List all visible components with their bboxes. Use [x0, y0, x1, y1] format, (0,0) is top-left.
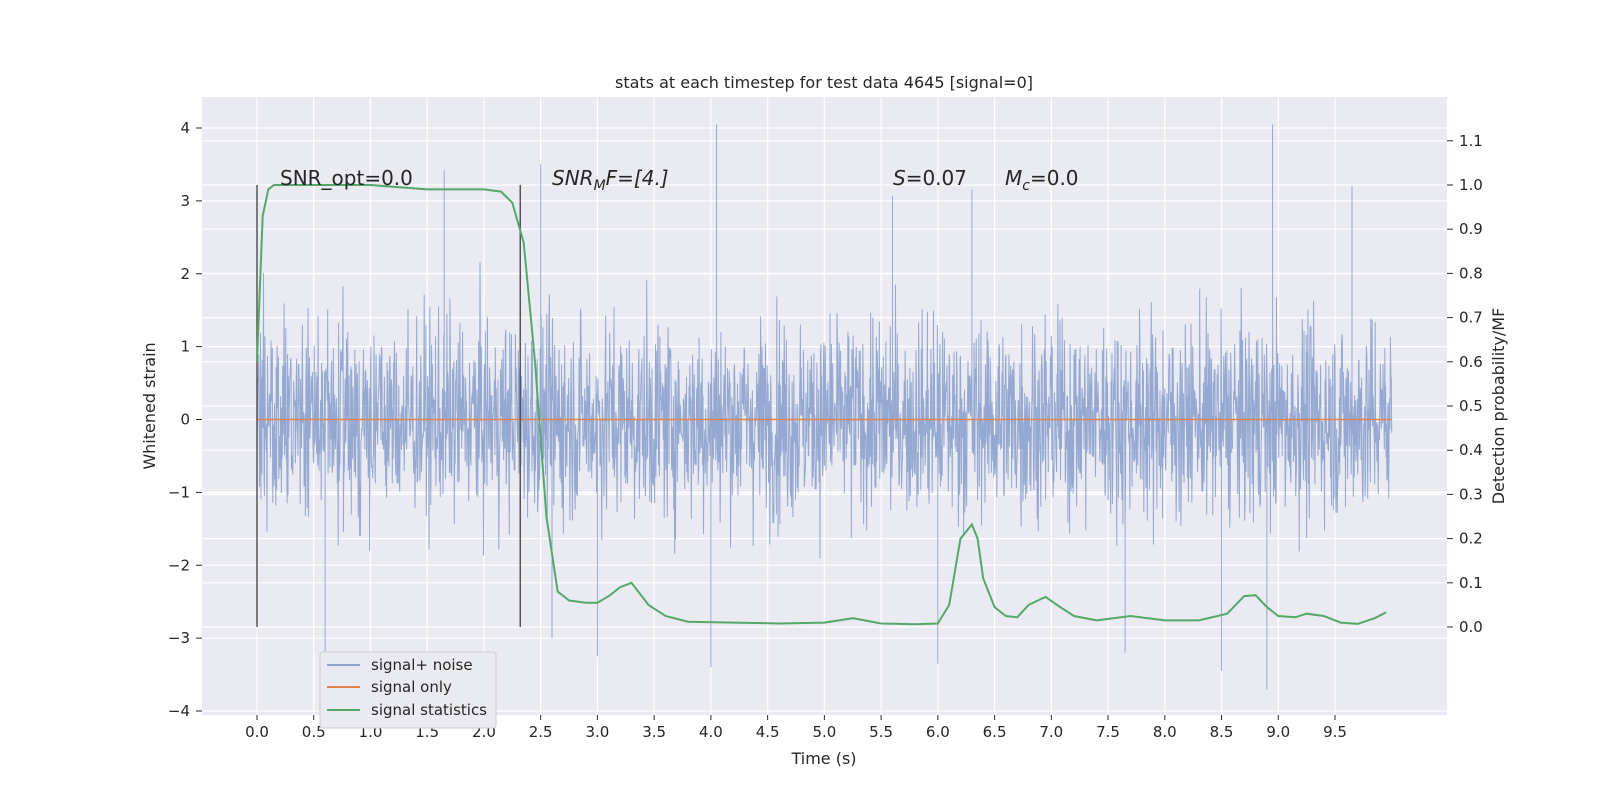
annotation-mc: Mc=0.0	[1005, 166, 1079, 194]
x-tick-label: 8.5	[1210, 723, 1234, 741]
legend: signal+ noise signal only signal statist…	[319, 651, 497, 729]
y-left-tick-label: −4	[168, 702, 190, 720]
y-left-tick-label: −1	[168, 483, 190, 501]
x-tick-label: 9.0	[1266, 723, 1290, 741]
y-left-tick-label: −2	[168, 556, 190, 574]
annotation-snr-mf: SNRMF=[4.]	[552, 166, 669, 194]
annotation-snr-opt: SNR_opt=0.0	[280, 166, 413, 190]
y-right-tick-label: 1.0	[1459, 176, 1483, 194]
y-right-tick-label: 0.4	[1459, 441, 1483, 459]
y-right-tick-label: 0.1	[1459, 574, 1483, 592]
y-right-tick-label: 0.5	[1459, 397, 1483, 415]
y-right-tick-label: 0.3	[1459, 485, 1483, 503]
y-right-tick-label: 0.8	[1459, 264, 1483, 282]
x-tick-label: 5.0	[812, 723, 836, 741]
y-right-tick-label: 0.2	[1459, 530, 1483, 548]
y-right-tick-label: 0.7	[1459, 309, 1483, 327]
x-axis-label: Time (s)	[790, 749, 856, 768]
y-right-tick-label: 0.0	[1459, 618, 1483, 636]
legend-label-signal-statistics: signal statistics	[371, 701, 487, 719]
y-left-tick-label: 0	[180, 411, 190, 429]
y-left-axis-label: Whitened strain	[140, 342, 159, 469]
y-right-tick-label: 0.6	[1459, 353, 1483, 371]
y-right-axis-ticks: 1.1 1.0 0.9 0.8 0.7 0.6 0.5 0.4 0.3 0.2 0.1 0.0	[1447, 132, 1483, 636]
chart-title: stats at each timestep for test data 464…	[615, 73, 1033, 92]
y-right-tick-label: 0.9	[1459, 220, 1483, 238]
y-left-tick-label: −3	[168, 629, 190, 647]
y-right-axis-label: Detection probability/MF	[1489, 308, 1508, 505]
y-right-tick-label: 1.1	[1459, 132, 1483, 150]
x-tick-label: 8.0	[1153, 723, 1177, 741]
y-left-tick-label: 1	[180, 338, 190, 356]
x-tick-label: 0.5	[302, 723, 326, 741]
x-tick-label: 6.5	[983, 723, 1007, 741]
signal-noise-series	[256, 124, 1393, 690]
legend-label-signal-noise: signal+ noise	[371, 656, 473, 674]
signal-noise-trace	[256, 124, 1393, 690]
x-tick-label: 2.5	[529, 723, 553, 741]
x-tick-label: 3.0	[585, 723, 609, 741]
x-tick-label: 9.5	[1323, 723, 1347, 741]
x-tick-label: 3.5	[642, 723, 666, 741]
y-left-tick-label: 4	[180, 119, 190, 137]
x-tick-label: 7.5	[1096, 723, 1120, 741]
annotation-s-stat: S=0.07	[893, 166, 967, 190]
y-left-tick-label: 2	[180, 265, 190, 283]
x-axis-ticks: 0.0 0.5 1.0 1.5 2.0 2.5 3.0 3.5 4.0 4.5 5.0 5.5 6.0 6…	[245, 715, 1347, 741]
x-tick-label: 4.5	[756, 723, 780, 741]
x-tick-label: 7.0	[1039, 723, 1063, 741]
x-tick-label: 5.5	[869, 723, 893, 741]
x-tick-label: 4.0	[699, 723, 723, 741]
legend-box	[319, 651, 497, 729]
vertical-lines	[256, 185, 522, 627]
x-tick-label: 6.0	[926, 723, 950, 741]
legend-label-signal-only: signal only	[371, 678, 452, 696]
signal-statistics-line	[256, 184, 1387, 626]
y-left-tick-label: 3	[180, 192, 190, 210]
x-tick-label: 0.0	[245, 723, 269, 741]
y-left-axis-ticks: 4 3 2 1 0 −1 −2 −3 −4	[168, 119, 202, 720]
